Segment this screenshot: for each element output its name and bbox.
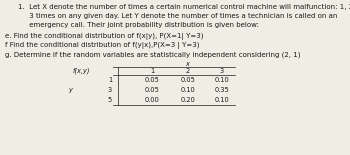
Text: 0.20: 0.20 <box>181 97 195 103</box>
Text: 3: 3 <box>108 87 112 93</box>
Text: 3: 3 <box>220 68 224 74</box>
Text: 5: 5 <box>108 97 112 103</box>
Text: 0.00: 0.00 <box>145 97 160 103</box>
Text: 1: 1 <box>108 77 112 83</box>
Text: 1: 1 <box>150 68 154 74</box>
Text: 0.10: 0.10 <box>215 97 229 103</box>
Text: emergency call. Their joint probability distribution is given below:: emergency call. Their joint probability … <box>18 22 259 28</box>
Text: e. Find the conditional distribution of f(x|y), P(X=1| Y=3): e. Find the conditional distribution of … <box>5 33 203 40</box>
Text: y: y <box>68 87 72 93</box>
Text: f Find the conditional distribution of f(y|x),P(X=3 | Y=3): f Find the conditional distribution of f… <box>5 42 199 49</box>
Text: g. Determine if the random variables are statistically independent considering (: g. Determine if the random variables are… <box>5 51 301 58</box>
Text: 1.  Let X denote the number of times a certain numerical control machine will ma: 1. Let X denote the number of times a ce… <box>18 4 350 10</box>
Text: 0.05: 0.05 <box>181 77 195 83</box>
Text: f(x,y): f(x,y) <box>72 68 90 74</box>
Text: 0.05: 0.05 <box>145 87 160 93</box>
Text: 0.10: 0.10 <box>215 77 229 83</box>
Text: 3 times on any given day. Let Y denote the number of times a technician is calle: 3 times on any given day. Let Y denote t… <box>18 13 337 19</box>
Text: 0.05: 0.05 <box>145 77 160 83</box>
Text: x: x <box>185 61 189 67</box>
Text: 0.10: 0.10 <box>181 87 195 93</box>
Text: 0.35: 0.35 <box>215 87 229 93</box>
Text: 2: 2 <box>186 68 190 74</box>
